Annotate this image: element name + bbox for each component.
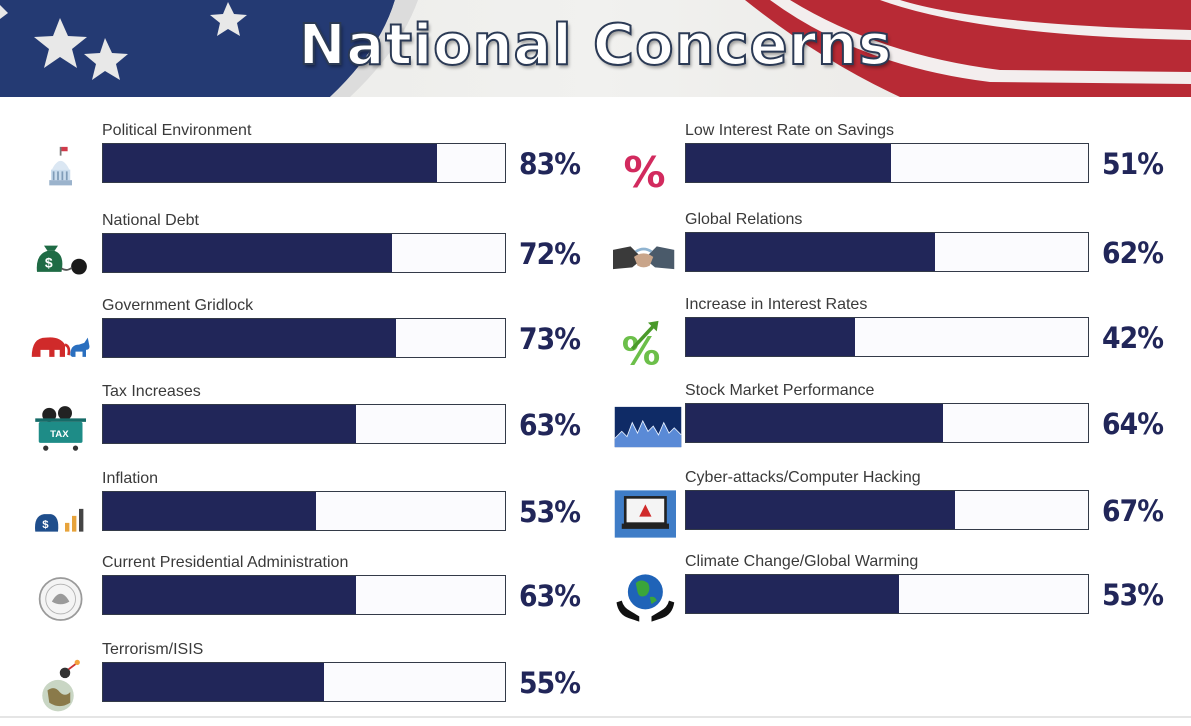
concern-label: Political Environment	[102, 122, 252, 139]
concern-bar-track	[685, 232, 1089, 272]
concern-bar-track	[102, 491, 506, 531]
concern-bar-track	[102, 143, 506, 183]
money-bag-ball-and-chain-icon: $	[30, 222, 100, 292]
concern-percent-label: 67%	[1102, 494, 1164, 528]
concern-bar-track	[102, 233, 506, 273]
concern-bar-fill	[686, 404, 944, 442]
concern-bar-fill	[686, 233, 936, 271]
concern-bar-fill	[103, 405, 357, 443]
concern-bar-fill	[686, 318, 855, 356]
concern-label: Stock Market Performance	[685, 382, 875, 399]
concern-bar-fill	[686, 491, 956, 529]
concern-percent-label: 55%	[519, 666, 581, 700]
concern-label: Global Relations	[685, 211, 803, 228]
concern-bar-fill	[103, 234, 393, 272]
concern-bar-track	[685, 143, 1089, 183]
concern-row-global-relations: Global Relations 62%	[613, 211, 1173, 289]
concern-bar-track	[685, 317, 1089, 357]
header-banner: National Concerns	[0, 0, 1191, 97]
concern-label: Inflation	[102, 470, 159, 487]
concern-row-inflation: $ Inflation 53%	[30, 470, 590, 548]
concern-bar-track	[102, 404, 506, 444]
concern-label: Cyber-attacks/Computer Hacking	[685, 469, 921, 486]
concern-bar-fill	[103, 492, 317, 530]
concern-row-national-debt: $ National Debt 72%	[30, 212, 590, 290]
laptop-warning-icon	[613, 479, 683, 549]
concern-row-cyber-attacks-computer-hacking: Cyber-attacks/Computer Hacking 67%	[613, 469, 1173, 547]
concern-bar-track	[685, 403, 1089, 443]
svg-text:$: $	[42, 519, 49, 531]
svg-text:$: $	[45, 255, 53, 271]
concern-percent-label: 62%	[1102, 236, 1164, 270]
concern-label: Current Presidential Administration	[102, 554, 349, 571]
concern-bar-fill	[103, 144, 437, 182]
concern-bar-fill	[103, 663, 325, 701]
presidential-seal-icon	[30, 564, 100, 634]
svg-text:%: %	[624, 148, 666, 197]
elephant-donkey-icon	[30, 307, 100, 377]
concern-row-tax-increases: TAX Tax Increases 63%	[30, 383, 590, 461]
concern-label: National Debt	[102, 212, 199, 229]
concern-percent-label: 73%	[519, 322, 581, 356]
bottom-divider	[0, 716, 1191, 718]
concern-bar-fill	[686, 144, 892, 182]
stock-chart-icon	[613, 392, 683, 462]
concern-row-stock-market-performance: Stock Market Performance 64%	[613, 382, 1173, 460]
concern-label: Low Interest Rate on Savings	[685, 122, 895, 139]
svg-text:TAX: TAX	[50, 429, 69, 440]
concern-percent-label: 51%	[1102, 147, 1164, 181]
concern-label: Terrorism/ISIS	[102, 641, 204, 658]
svg-text:%: %	[622, 330, 661, 375]
concern-percent-label: 53%	[519, 495, 581, 529]
money-bag-growth-bars-icon: $	[30, 480, 100, 550]
handshake-icon	[613, 221, 683, 291]
concern-row-government-gridlock: Government Gridlock 73%	[30, 297, 590, 375]
concern-bar-track	[685, 490, 1089, 530]
concern-bar-track	[102, 575, 506, 615]
concern-bar-fill	[103, 576, 357, 614]
globe-in-hands-icon	[613, 563, 683, 633]
concern-row-low-interest-rate-on-savings: % Low Interest Rate on Savings 51%	[613, 122, 1173, 200]
tax-cart-icon: TAX	[30, 393, 100, 463]
concern-row-current-presidential-administration: Current Presidential Administration 63%	[30, 554, 590, 632]
concern-percent-label: 83%	[519, 147, 581, 181]
concern-row-terrorism-isis: Terrorism/ISIS 55%	[30, 641, 590, 719]
concern-row-increase-in-interest-rates: % Increase in Interest Rates 42%	[613, 296, 1173, 376]
concern-bar-fill	[103, 319, 397, 357]
concern-label: Government Gridlock	[102, 297, 254, 314]
globe-bomb-icon	[30, 651, 100, 721]
page-title: National Concerns	[298, 13, 893, 79]
flag-background	[0, 0, 1191, 97]
concern-row-climate-change-global-warming: Climate Change/Global Warming 53%	[613, 553, 1173, 631]
concern-label: Tax Increases	[102, 383, 201, 400]
percent-up-arrow-icon: %	[613, 306, 683, 376]
concern-row-political-environment: Political Environment 83%	[30, 122, 590, 200]
concern-percent-label: 72%	[519, 237, 581, 271]
concern-percent-label: 64%	[1102, 407, 1164, 441]
concern-bar-fill	[686, 575, 900, 613]
concern-percent-label: 63%	[519, 579, 581, 613]
concern-percent-label: 42%	[1102, 321, 1164, 355]
concern-bar-track	[102, 662, 506, 702]
concern-bar-track	[685, 574, 1089, 614]
percent-sign-icon: %	[613, 132, 683, 202]
concern-percent-label: 63%	[519, 408, 581, 442]
concern-label: Increase in Interest Rates	[685, 296, 868, 313]
capitol-building-icon	[30, 132, 100, 202]
concern-label: Climate Change/Global Warming	[685, 553, 919, 570]
concern-percent-label: 53%	[1102, 578, 1164, 612]
concern-bar-track	[102, 318, 506, 358]
